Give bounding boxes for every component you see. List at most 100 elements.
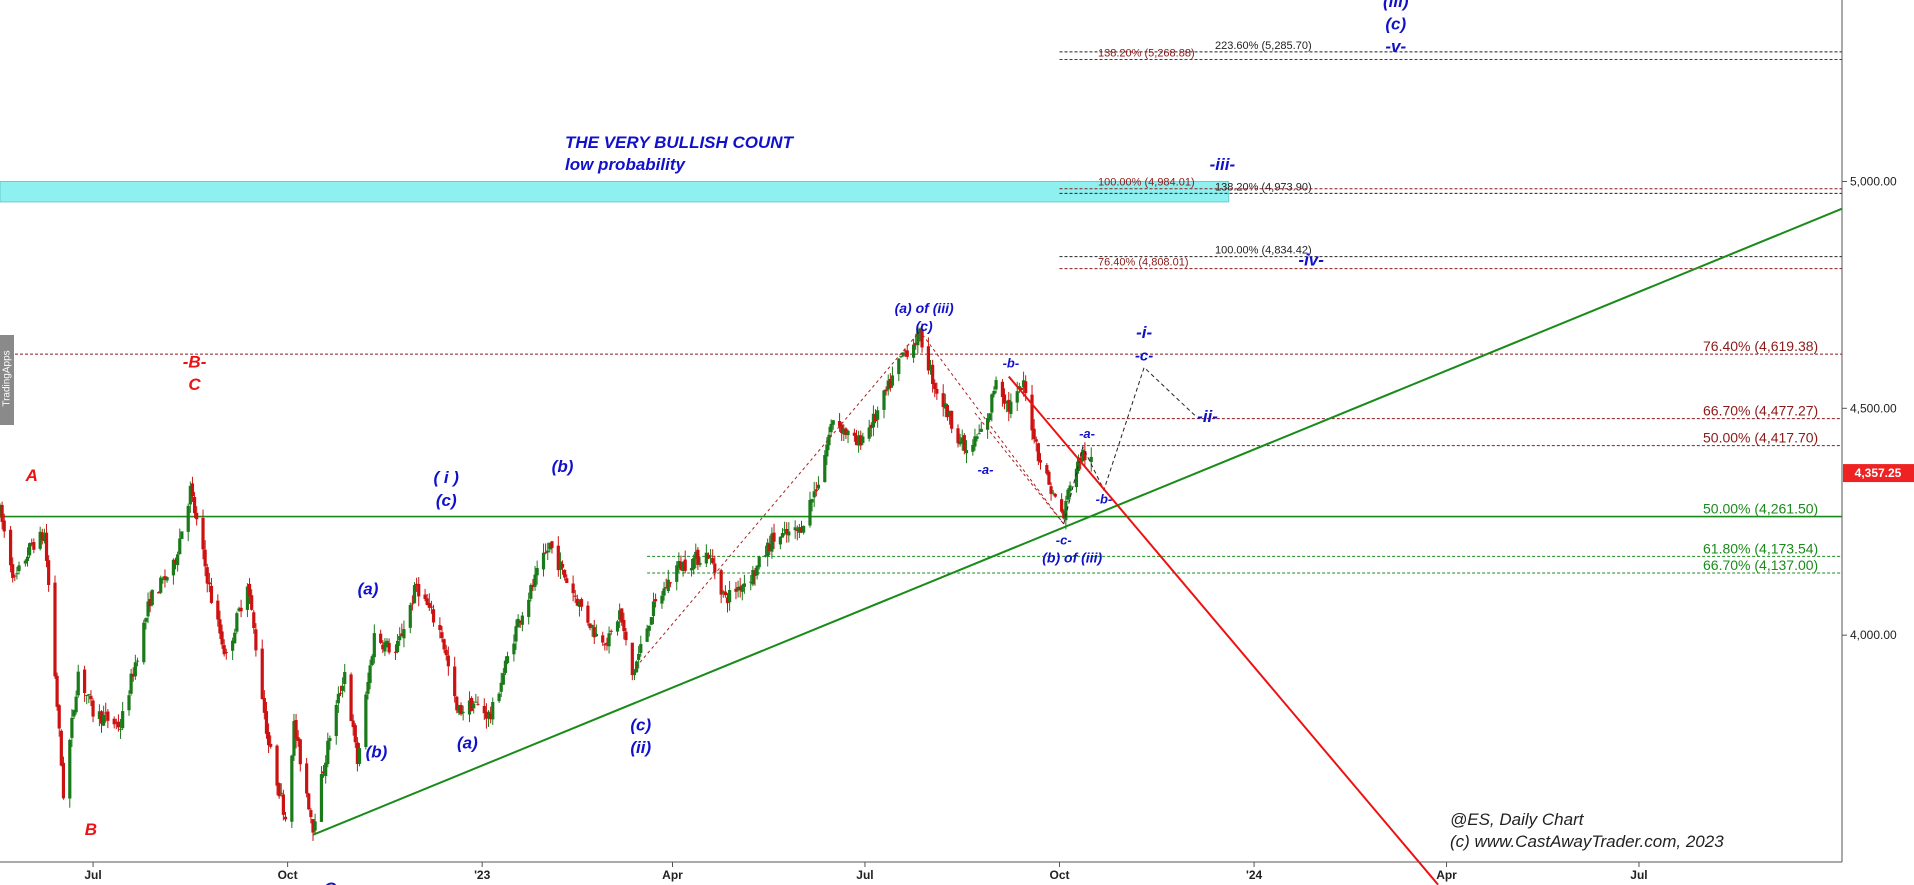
wave-ii-to-top-path bbox=[631, 330, 1065, 672]
candle-body bbox=[298, 739, 302, 765]
candle-354 bbox=[1047, 470, 1051, 486]
candle-34 bbox=[99, 710, 104, 733]
candle-body bbox=[575, 598, 579, 606]
candle-187 bbox=[550, 540, 554, 554]
candle-body bbox=[400, 633, 404, 637]
candle-121 bbox=[355, 737, 360, 772]
candle-body bbox=[192, 497, 197, 514]
candle-229 bbox=[677, 552, 681, 573]
candle-35 bbox=[102, 705, 106, 727]
candle-37 bbox=[106, 709, 110, 729]
candle-50 bbox=[146, 592, 150, 624]
candle-body bbox=[1053, 494, 1057, 497]
candle-253 bbox=[749, 575, 753, 591]
candle-body bbox=[8, 529, 13, 566]
candle-18 bbox=[53, 575, 57, 679]
candle-353 bbox=[1045, 463, 1049, 476]
candle-body bbox=[364, 694, 368, 747]
candle-body bbox=[74, 696, 78, 713]
candle-body bbox=[844, 428, 848, 436]
candle-body bbox=[928, 366, 933, 369]
candle-body bbox=[269, 743, 273, 747]
candle-117 bbox=[343, 664, 347, 693]
candle-body bbox=[114, 722, 118, 724]
fib-level-label-6: 76.40% (4,619.38) bbox=[1703, 338, 1818, 354]
candle-body bbox=[326, 740, 330, 765]
green-trendline[interactable] bbox=[312, 207, 1843, 836]
time-axis[interactable]: Jul Oct '23 Apr Jul Oct '24 Apr Jul bbox=[84, 862, 1648, 882]
candle-body bbox=[1000, 381, 1005, 398]
candle-106 bbox=[311, 819, 315, 841]
candle-body bbox=[224, 652, 228, 654]
candle-122 bbox=[357, 743, 362, 767]
last-price-value: 4,357.25 bbox=[1855, 466, 1902, 480]
candle-body bbox=[565, 578, 569, 583]
candle-body bbox=[176, 554, 180, 566]
candle-258 bbox=[763, 545, 768, 558]
candle-body bbox=[768, 543, 772, 551]
candle-body bbox=[795, 529, 799, 531]
wave-label-7: (b) bbox=[366, 743, 388, 762]
candle-body bbox=[387, 642, 391, 653]
watermark-text: TradingApps bbox=[1, 350, 13, 407]
candle-body bbox=[645, 628, 649, 642]
candle-48 bbox=[142, 619, 146, 665]
candle-214 bbox=[632, 669, 637, 681]
candle-284 bbox=[840, 422, 844, 442]
candle-163 bbox=[482, 698, 486, 720]
fib-level-label-9: 50.00% (4,261.50) bbox=[1703, 501, 1818, 517]
candle-286 bbox=[844, 427, 848, 440]
candle-body bbox=[531, 584, 535, 588]
candle-184 bbox=[544, 543, 548, 555]
candle-264 bbox=[780, 528, 785, 538]
candle-322 bbox=[950, 410, 954, 434]
candle-body bbox=[518, 620, 522, 623]
candle-body bbox=[338, 692, 343, 694]
candle-8 bbox=[23, 559, 27, 567]
time-tick-label-3: Apr bbox=[662, 868, 683, 882]
wave-label-26: -iii- bbox=[1210, 155, 1236, 174]
wave-label-18: -a- bbox=[1079, 426, 1095, 441]
candle-288 bbox=[852, 428, 856, 442]
candle-298 bbox=[882, 389, 886, 419]
candle-body bbox=[742, 583, 747, 587]
candle-352 bbox=[1038, 453, 1043, 470]
candle-99 bbox=[292, 713, 296, 761]
candle-183 bbox=[541, 543, 546, 577]
candle-137 bbox=[402, 620, 406, 648]
candle-body bbox=[15, 573, 19, 575]
candle-body bbox=[499, 682, 503, 692]
candle-339 bbox=[1002, 388, 1007, 410]
candle-body bbox=[857, 435, 861, 446]
red-trendline[interactable] bbox=[1008, 375, 1439, 885]
candle-body bbox=[472, 703, 476, 709]
candle-107 bbox=[313, 813, 317, 834]
candle-body bbox=[947, 410, 952, 417]
trendlines-layer bbox=[312, 207, 1843, 885]
candle-body bbox=[47, 560, 51, 586]
candle-body bbox=[1047, 471, 1051, 485]
candle-249 bbox=[736, 580, 740, 598]
candle-91 bbox=[266, 723, 271, 754]
candle-body bbox=[201, 517, 205, 550]
candle-body bbox=[618, 610, 622, 620]
candle-body bbox=[1083, 451, 1087, 461]
candle-body bbox=[309, 810, 313, 818]
candle-body bbox=[1049, 486, 1053, 494]
candle-172 bbox=[505, 651, 510, 665]
candle-75 bbox=[220, 624, 224, 649]
candle-224 bbox=[662, 581, 666, 601]
candle-201 bbox=[592, 619, 596, 645]
candle-body bbox=[1060, 499, 1064, 512]
candle-7 bbox=[17, 561, 21, 575]
candle-body bbox=[736, 587, 740, 591]
candle-207 bbox=[609, 629, 613, 636]
candle-271 bbox=[799, 520, 804, 534]
candle-body bbox=[753, 572, 757, 576]
candle-254 bbox=[751, 565, 755, 587]
candle-body bbox=[556, 545, 560, 571]
price-axis[interactable]: 5,000.00 4,500.00 4,000.00 bbox=[1842, 174, 1897, 642]
candle-193 bbox=[571, 575, 575, 602]
candle-body bbox=[135, 660, 140, 662]
time-tick-label-0: Jul bbox=[84, 868, 101, 882]
